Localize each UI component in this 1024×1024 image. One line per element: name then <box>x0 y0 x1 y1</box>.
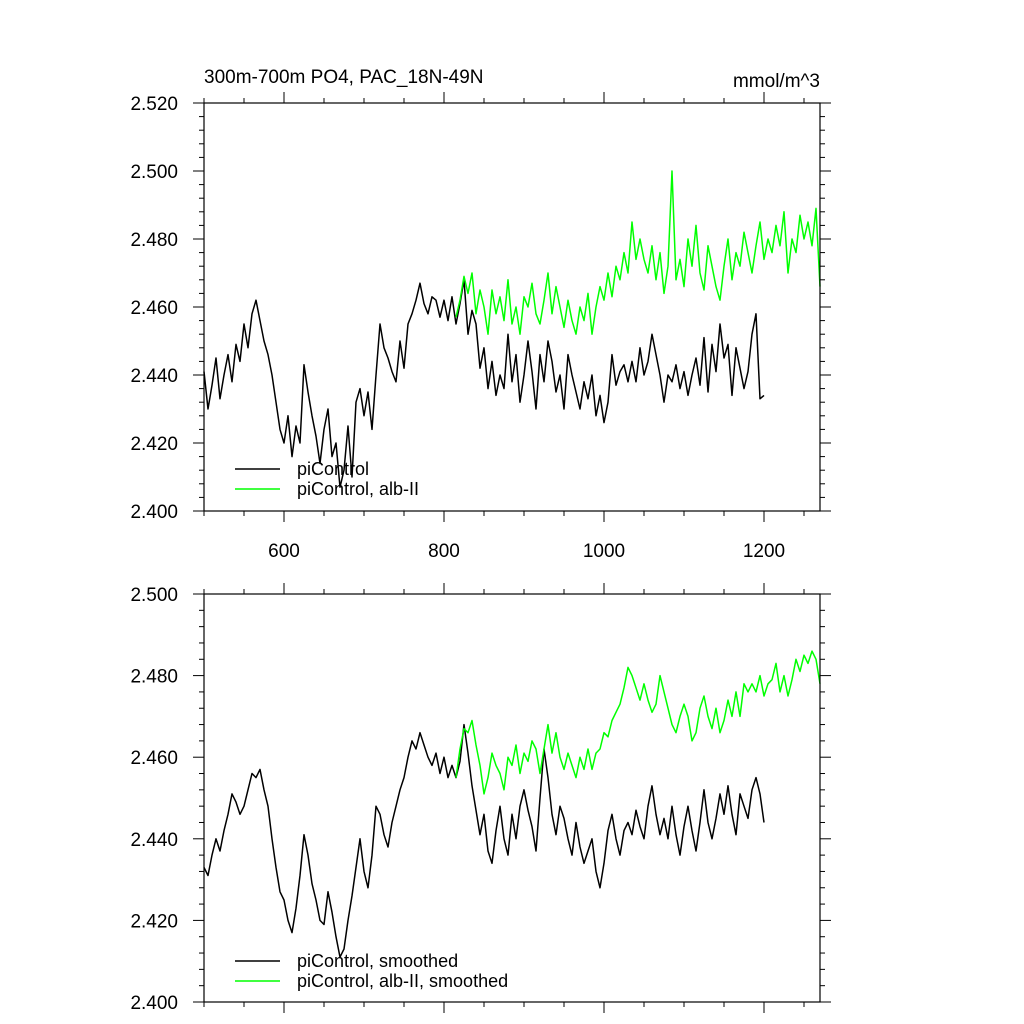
legend-label-alb-ii: piControl, alb-II <box>297 479 419 499</box>
y-tick-label: 2.440 <box>130 366 178 387</box>
y-tick-label: 2.420 <box>130 911 178 932</box>
series-bottom-panel <box>203 650 821 958</box>
ticks-bottom-panel <box>193 583 831 1013</box>
y-tick-label: 2.400 <box>130 502 178 523</box>
y-tick-labels-bottom: 2.400 2.420 2.440 2.460 2.480 2.500 <box>130 585 178 1014</box>
series-line-alb-ii <box>455 650 821 795</box>
ticks-top-panel <box>193 92 831 522</box>
y-tick-label: 2.400 <box>130 993 178 1014</box>
x-tick-label: 1200 <box>743 541 785 562</box>
series-line-picontrol <box>203 723 765 958</box>
series-line-picontrol <box>203 279 765 488</box>
chart-title: 300m-700m PO4, PAC_18N-49N <box>204 67 484 88</box>
y-tick-label: 2.520 <box>130 94 178 115</box>
series-line-alb-ii <box>455 170 821 335</box>
y-tick-label: 2.420 <box>130 434 178 455</box>
legend-label-picontrol-smoothed: piControl, smoothed <box>297 951 458 971</box>
y-tick-labels-top: 2.400 2.420 2.440 2.460 2.480 2.500 2.520 <box>130 94 178 523</box>
panel-bottom: 2.400 2.420 2.440 2.460 2.480 2.500 piControl… <box>130 583 831 1014</box>
y-tick-label: 2.500 <box>130 585 178 606</box>
x-tick-label: 1000 <box>583 541 625 562</box>
y-tick-label: 2.460 <box>130 298 178 319</box>
legend-bottom: piControl, smoothed piControl, alb-II, s… <box>235 951 508 991</box>
units-label: mmol/m^3 <box>733 71 820 92</box>
legend-label-picontrol: piControl <box>297 459 369 479</box>
x-tick-labels-top: 600 800 1000 1200 <box>268 541 785 562</box>
y-tick-label: 2.440 <box>130 830 178 851</box>
series-top-panel <box>203 170 821 488</box>
y-tick-label: 2.480 <box>130 667 178 688</box>
plot-frame-top <box>203 102 821 512</box>
legend-top: piControl piControl, alb-II <box>235 459 419 499</box>
panel-top: 2.400 2.420 2.440 2.460 2.480 2.500 2.520 600 8… <box>130 92 831 562</box>
y-tick-label: 2.480 <box>130 230 178 251</box>
y-tick-label: 2.460 <box>130 748 178 769</box>
y-tick-label: 2.500 <box>130 162 178 183</box>
x-tick-label: 600 <box>268 541 300 562</box>
plot-frame-bottom <box>203 593 821 1003</box>
legend-label-alb-ii-smoothed: piControl, alb-II, smoothed <box>297 971 508 991</box>
x-tick-label: 800 <box>428 541 460 562</box>
